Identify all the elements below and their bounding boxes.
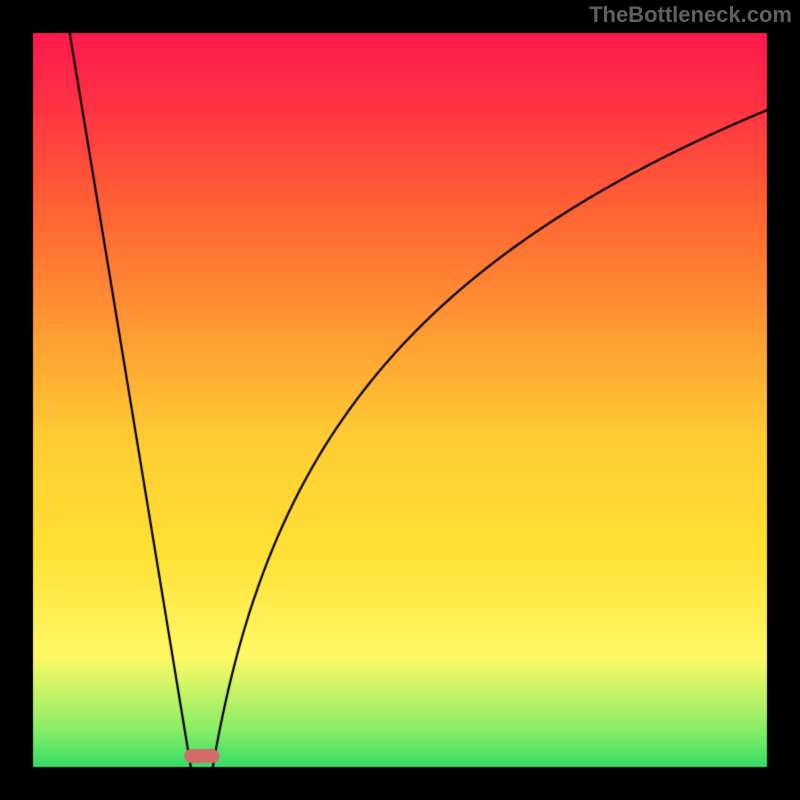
watermark-text: TheBottleneck.com — [589, 2, 792, 28]
bottleneck-chart-canvas — [0, 0, 800, 800]
chart-container: TheBottleneck.com — [0, 0, 800, 800]
